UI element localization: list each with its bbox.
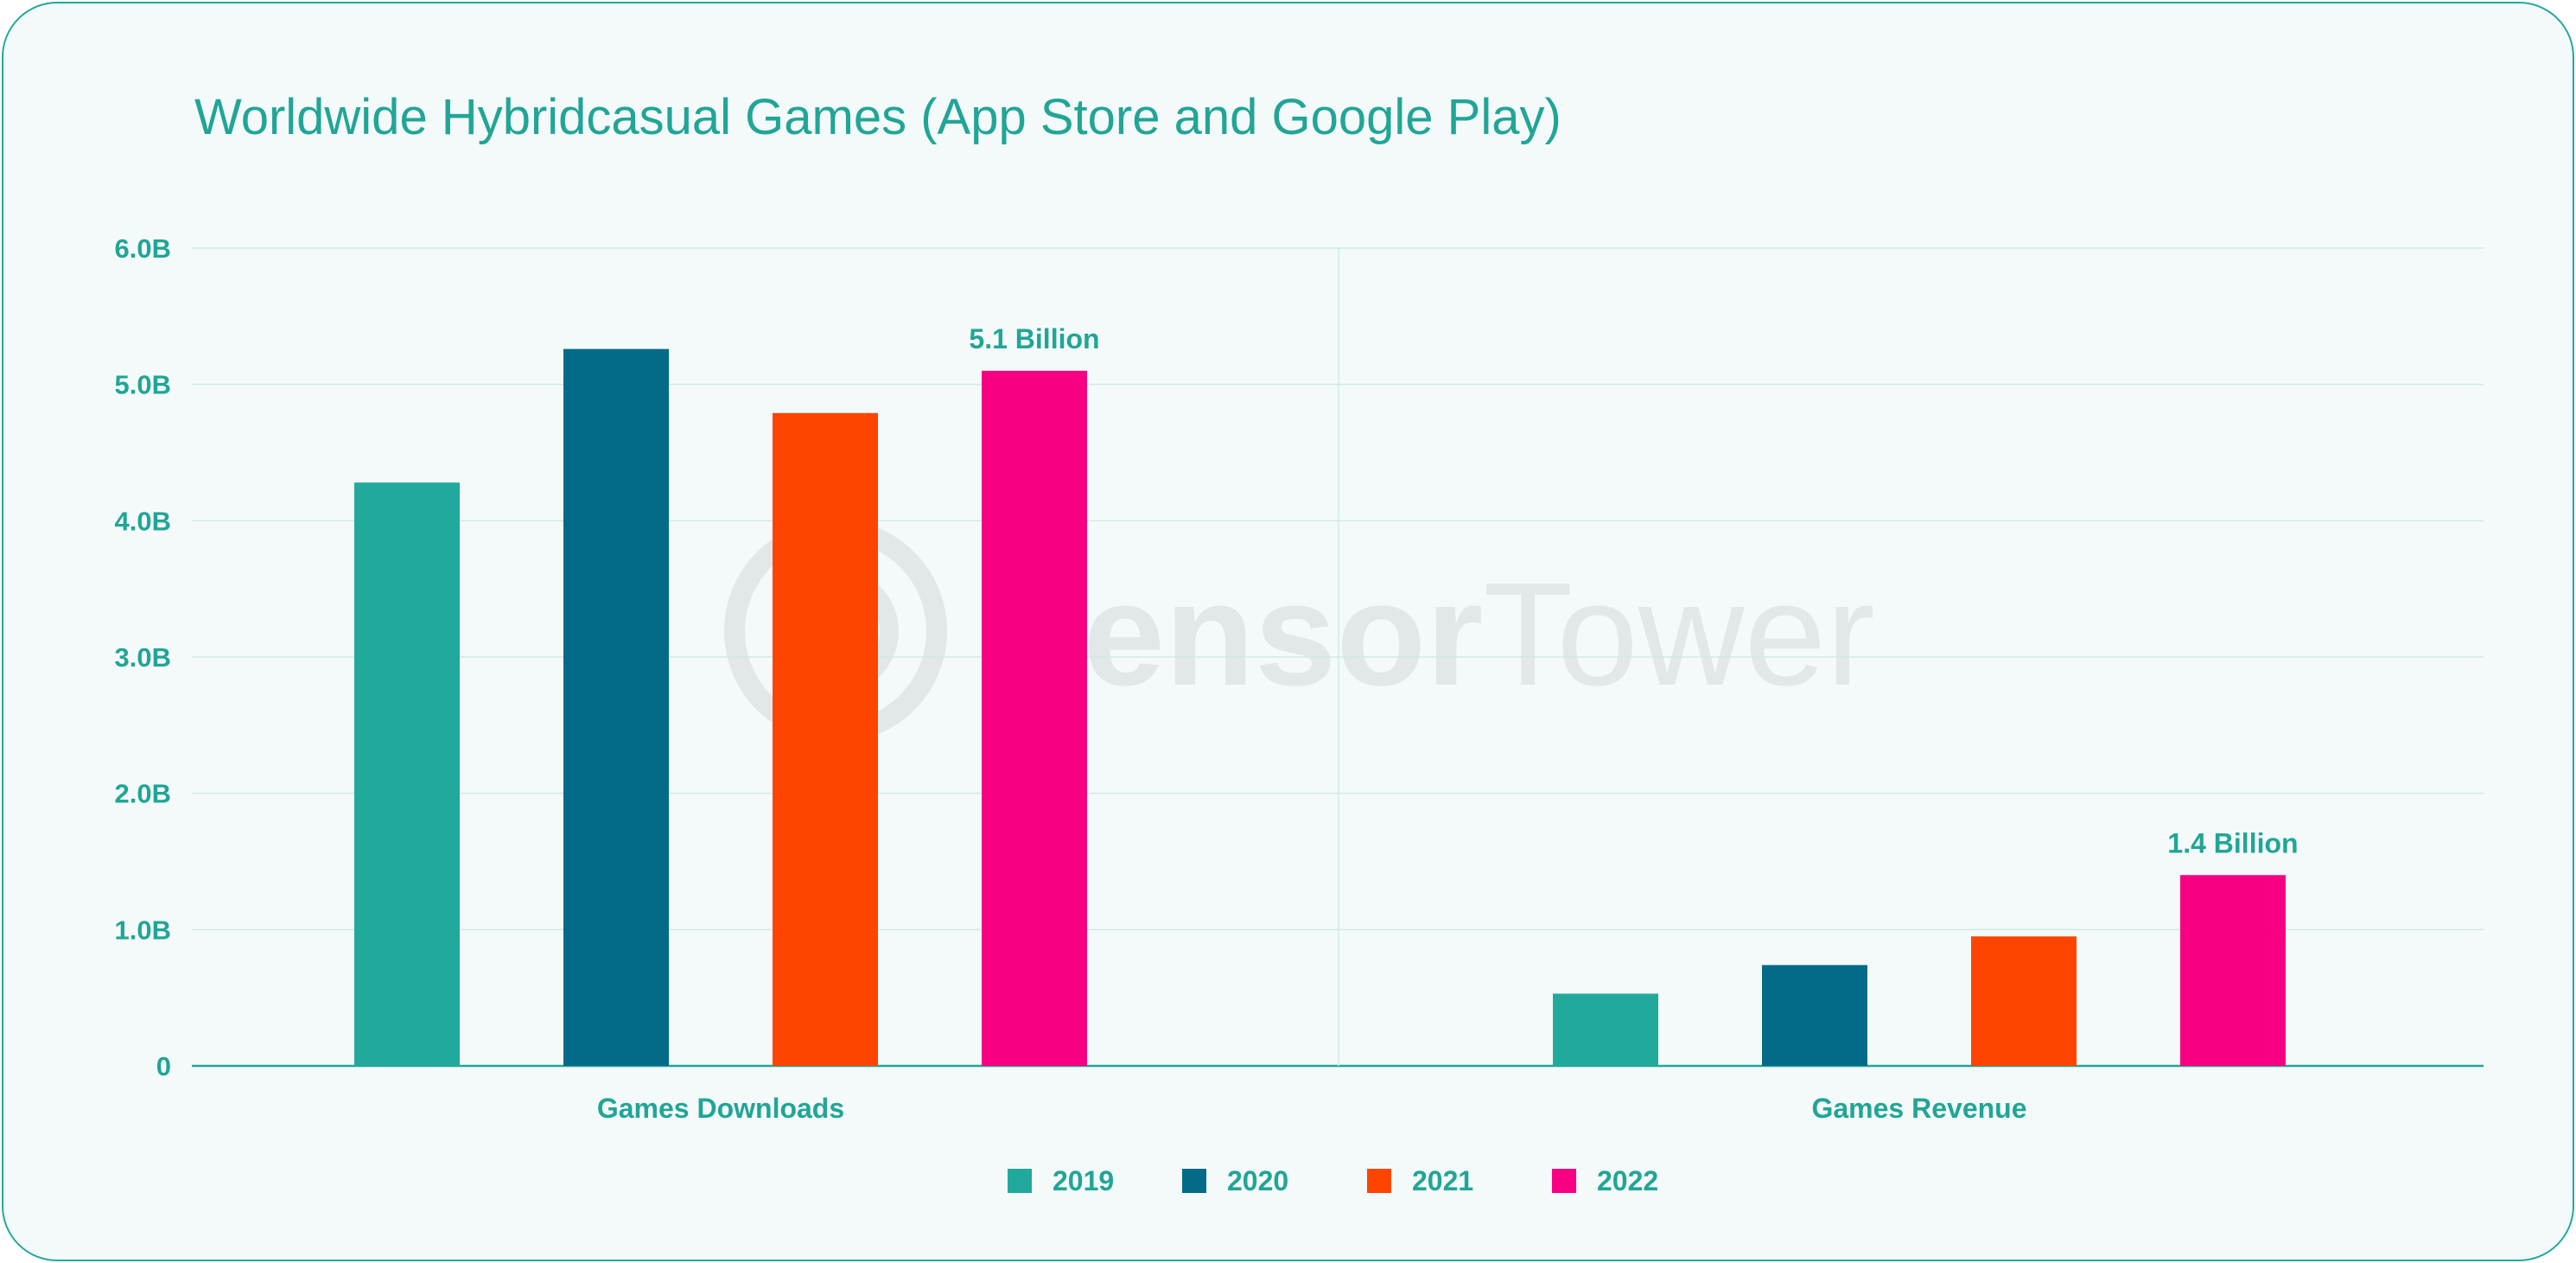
legend-label: 2021 — [1412, 1165, 1473, 1196]
y-tick-label: 4.0B — [115, 506, 171, 536]
legend: 2019 2020 2021 2022 — [1008, 1165, 1658, 1196]
watermark-light: Tower — [1483, 552, 1874, 717]
y-tick-label: 6.0B — [115, 233, 171, 264]
legend-item-2022: 2022 — [1552, 1165, 1658, 1196]
y-tick-label: 3.0B — [115, 642, 171, 673]
legend-swatch — [1552, 1169, 1576, 1193]
y-tick-label: 5.0B — [115, 370, 171, 400]
bars — [354, 348, 2286, 1066]
bar-2020 — [1762, 965, 1867, 1066]
watermark: SensorTower — [724, 520, 1875, 743]
legend-item-2021: 2021 — [1367, 1165, 1473, 1196]
bar-2019 — [354, 482, 460, 1066]
legend-label: 2022 — [1597, 1165, 1658, 1196]
legend-swatch — [1008, 1169, 1032, 1193]
bar-2021 — [773, 412, 878, 1066]
bar-2020 — [563, 348, 669, 1066]
legend-item-2019: 2019 — [1008, 1165, 1114, 1196]
data-label: 5.1 Billion — [969, 323, 1099, 354]
y-tick-label: 1.0B — [115, 915, 171, 945]
y-tick-label: 0 — [156, 1051, 171, 1081]
labels: 0 1.0B 2.0B 3.0B 4.0B 5.0B 6.0B 5.1 Billion Game… — [115, 233, 2299, 1124]
bar-2022 — [2180, 875, 2286, 1066]
chart-title: Worldwide Hybridcasual Games (App Store … — [194, 89, 1562, 145]
legend-label: 2020 — [1227, 1165, 1288, 1196]
category-label: Games Revenue — [1811, 1093, 2026, 1124]
data-label: 1.4 Billion — [2167, 827, 2298, 858]
bar-2022 — [982, 370, 1087, 1066]
legend-swatch — [1367, 1169, 1391, 1193]
legend-label: 2019 — [1053, 1165, 1114, 1196]
bar-2019 — [1553, 993, 1658, 1066]
legend-swatch — [1182, 1169, 1206, 1193]
legend-item-2020: 2020 — [1182, 1165, 1288, 1196]
watermark-text: SensorTower — [985, 552, 1875, 717]
y-tick-label: 2.0B — [115, 779, 171, 809]
category-label: Games Downloads — [597, 1093, 844, 1124]
gridlines — [192, 247, 2484, 1068]
bar-2021 — [1971, 936, 2077, 1066]
